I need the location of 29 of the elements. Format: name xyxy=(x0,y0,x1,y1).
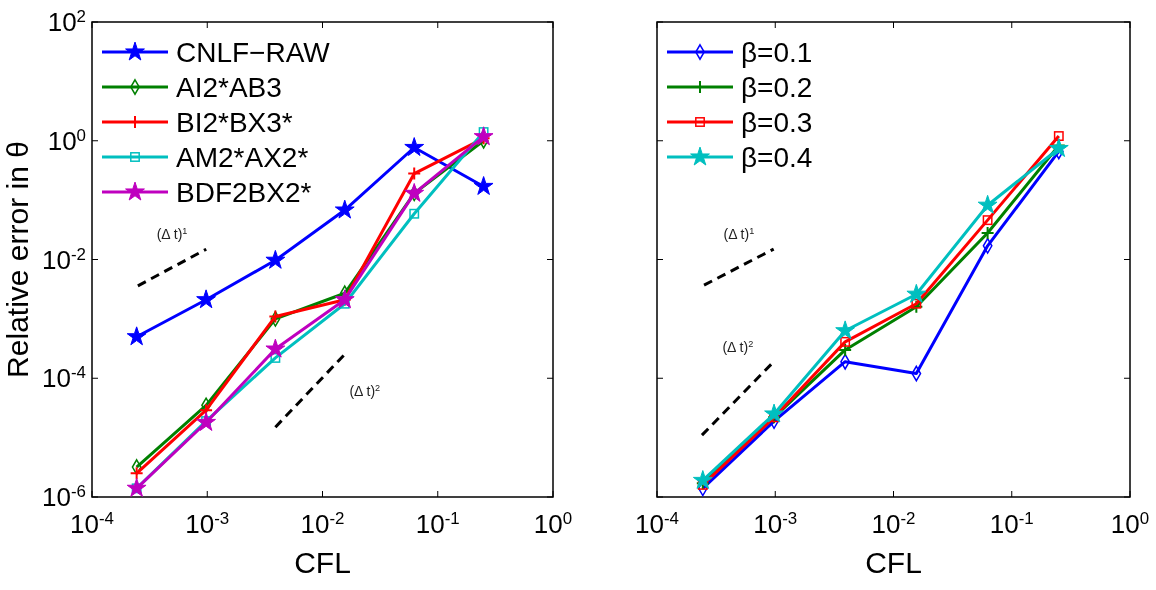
x-tick-label: 10$^{-3}$ xyxy=(185,508,230,539)
x-tick-label: 10$^{0}$ xyxy=(1110,508,1150,539)
legend-label: AI2*AB3 xyxy=(176,72,282,103)
y-tick-label: 10$^{-4}$ xyxy=(42,362,86,394)
x-axis-title: CFL xyxy=(294,546,351,579)
y-tick-label: 10$^{0}$ xyxy=(47,125,86,156)
y-axis-title: Relative error in θ xyxy=(1,141,34,378)
x-tick-label: 10$^{0}$ xyxy=(533,508,573,539)
x-tick-label: 10$^{-3}$ xyxy=(753,508,798,539)
legend-label: β=0.2 xyxy=(741,72,813,103)
legend-label: BDF2BX2* xyxy=(176,177,312,208)
annotation: (Δ t)$^{2}$ xyxy=(349,383,381,400)
legend-label: CNLF−RAW xyxy=(176,37,331,68)
legend-label: β=0.4 xyxy=(741,142,813,173)
x-tick-label: 10$^{-1}$ xyxy=(989,508,1034,539)
x-tick-label: 10$^{-2}$ xyxy=(871,508,916,539)
annotation: (Δ t)$^{1}$ xyxy=(156,226,188,243)
x-axis-title: CFL xyxy=(865,546,922,579)
legend-label: β=0.1 xyxy=(741,37,813,68)
y-tick-label: 10$^{2}$ xyxy=(47,6,86,37)
x-tick-label: 10$^{-1}$ xyxy=(415,508,460,539)
x-tick-label: 10$^{-4}$ xyxy=(635,508,679,539)
annotation: (Δ t)$^{2}$ xyxy=(722,338,754,355)
legend-label: AM2*AX2* xyxy=(176,142,309,173)
legend-label: BI2*BX3* xyxy=(176,107,293,138)
annotation: (Δ t)$^{1}$ xyxy=(723,226,755,243)
y-tick-label: 10$^{-2}$ xyxy=(42,244,86,275)
x-tick-label: 10$^{-2}$ xyxy=(300,508,345,539)
legend-label: β=0.3 xyxy=(741,107,813,138)
